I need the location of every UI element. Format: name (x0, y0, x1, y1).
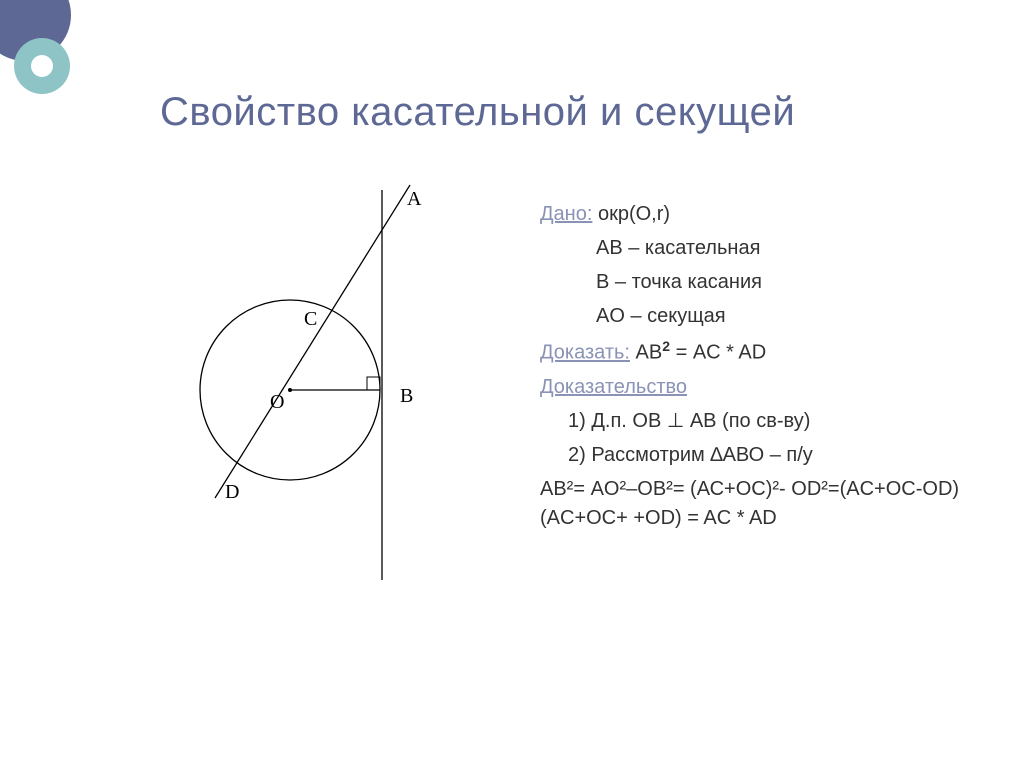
label-a: A (407, 188, 422, 210)
proof-step-1: 1) Д.п. ОВ ⊥ АВ (по св-ву) (540, 407, 1000, 436)
label-d: D (225, 481, 239, 503)
label-o: O (270, 391, 284, 413)
prove-post: = AC * AD (670, 342, 766, 364)
decor-small-group (14, 38, 70, 94)
label-c: C (304, 308, 317, 330)
prove-pre: АВ (636, 342, 663, 364)
prove-heading: Доказать: (540, 342, 630, 364)
given-heading: Дано: (540, 203, 592, 225)
secant-line (215, 185, 410, 498)
given-0: окр(O,r) (598, 203, 670, 225)
proof-step-2: 2) Рассмотрим ∆АВО – п/у (540, 441, 1000, 470)
label-b: B (400, 385, 413, 407)
given-3: AO – секущая (540, 302, 1000, 331)
corner-decor (0, 0, 120, 120)
right-angle-marker (367, 377, 380, 390)
prove-exp: 2 (662, 338, 670, 354)
given-2: В – точка касания (540, 268, 1000, 297)
proof-heading: Доказательство (540, 376, 687, 398)
slide-title: Свойство касательной и секущей (160, 90, 795, 135)
proof-step-3: АВ²= AO²–ОВ²= (АС+ОС)²- OD²=(AC+OC-OD)(A… (540, 475, 1000, 533)
proof-text: Дано: окр(O,r) AB – касательная В – точк… (540, 195, 1000, 538)
given-1: AB – касательная (540, 234, 1000, 263)
geometry-diagram: A B C D O (110, 180, 490, 620)
